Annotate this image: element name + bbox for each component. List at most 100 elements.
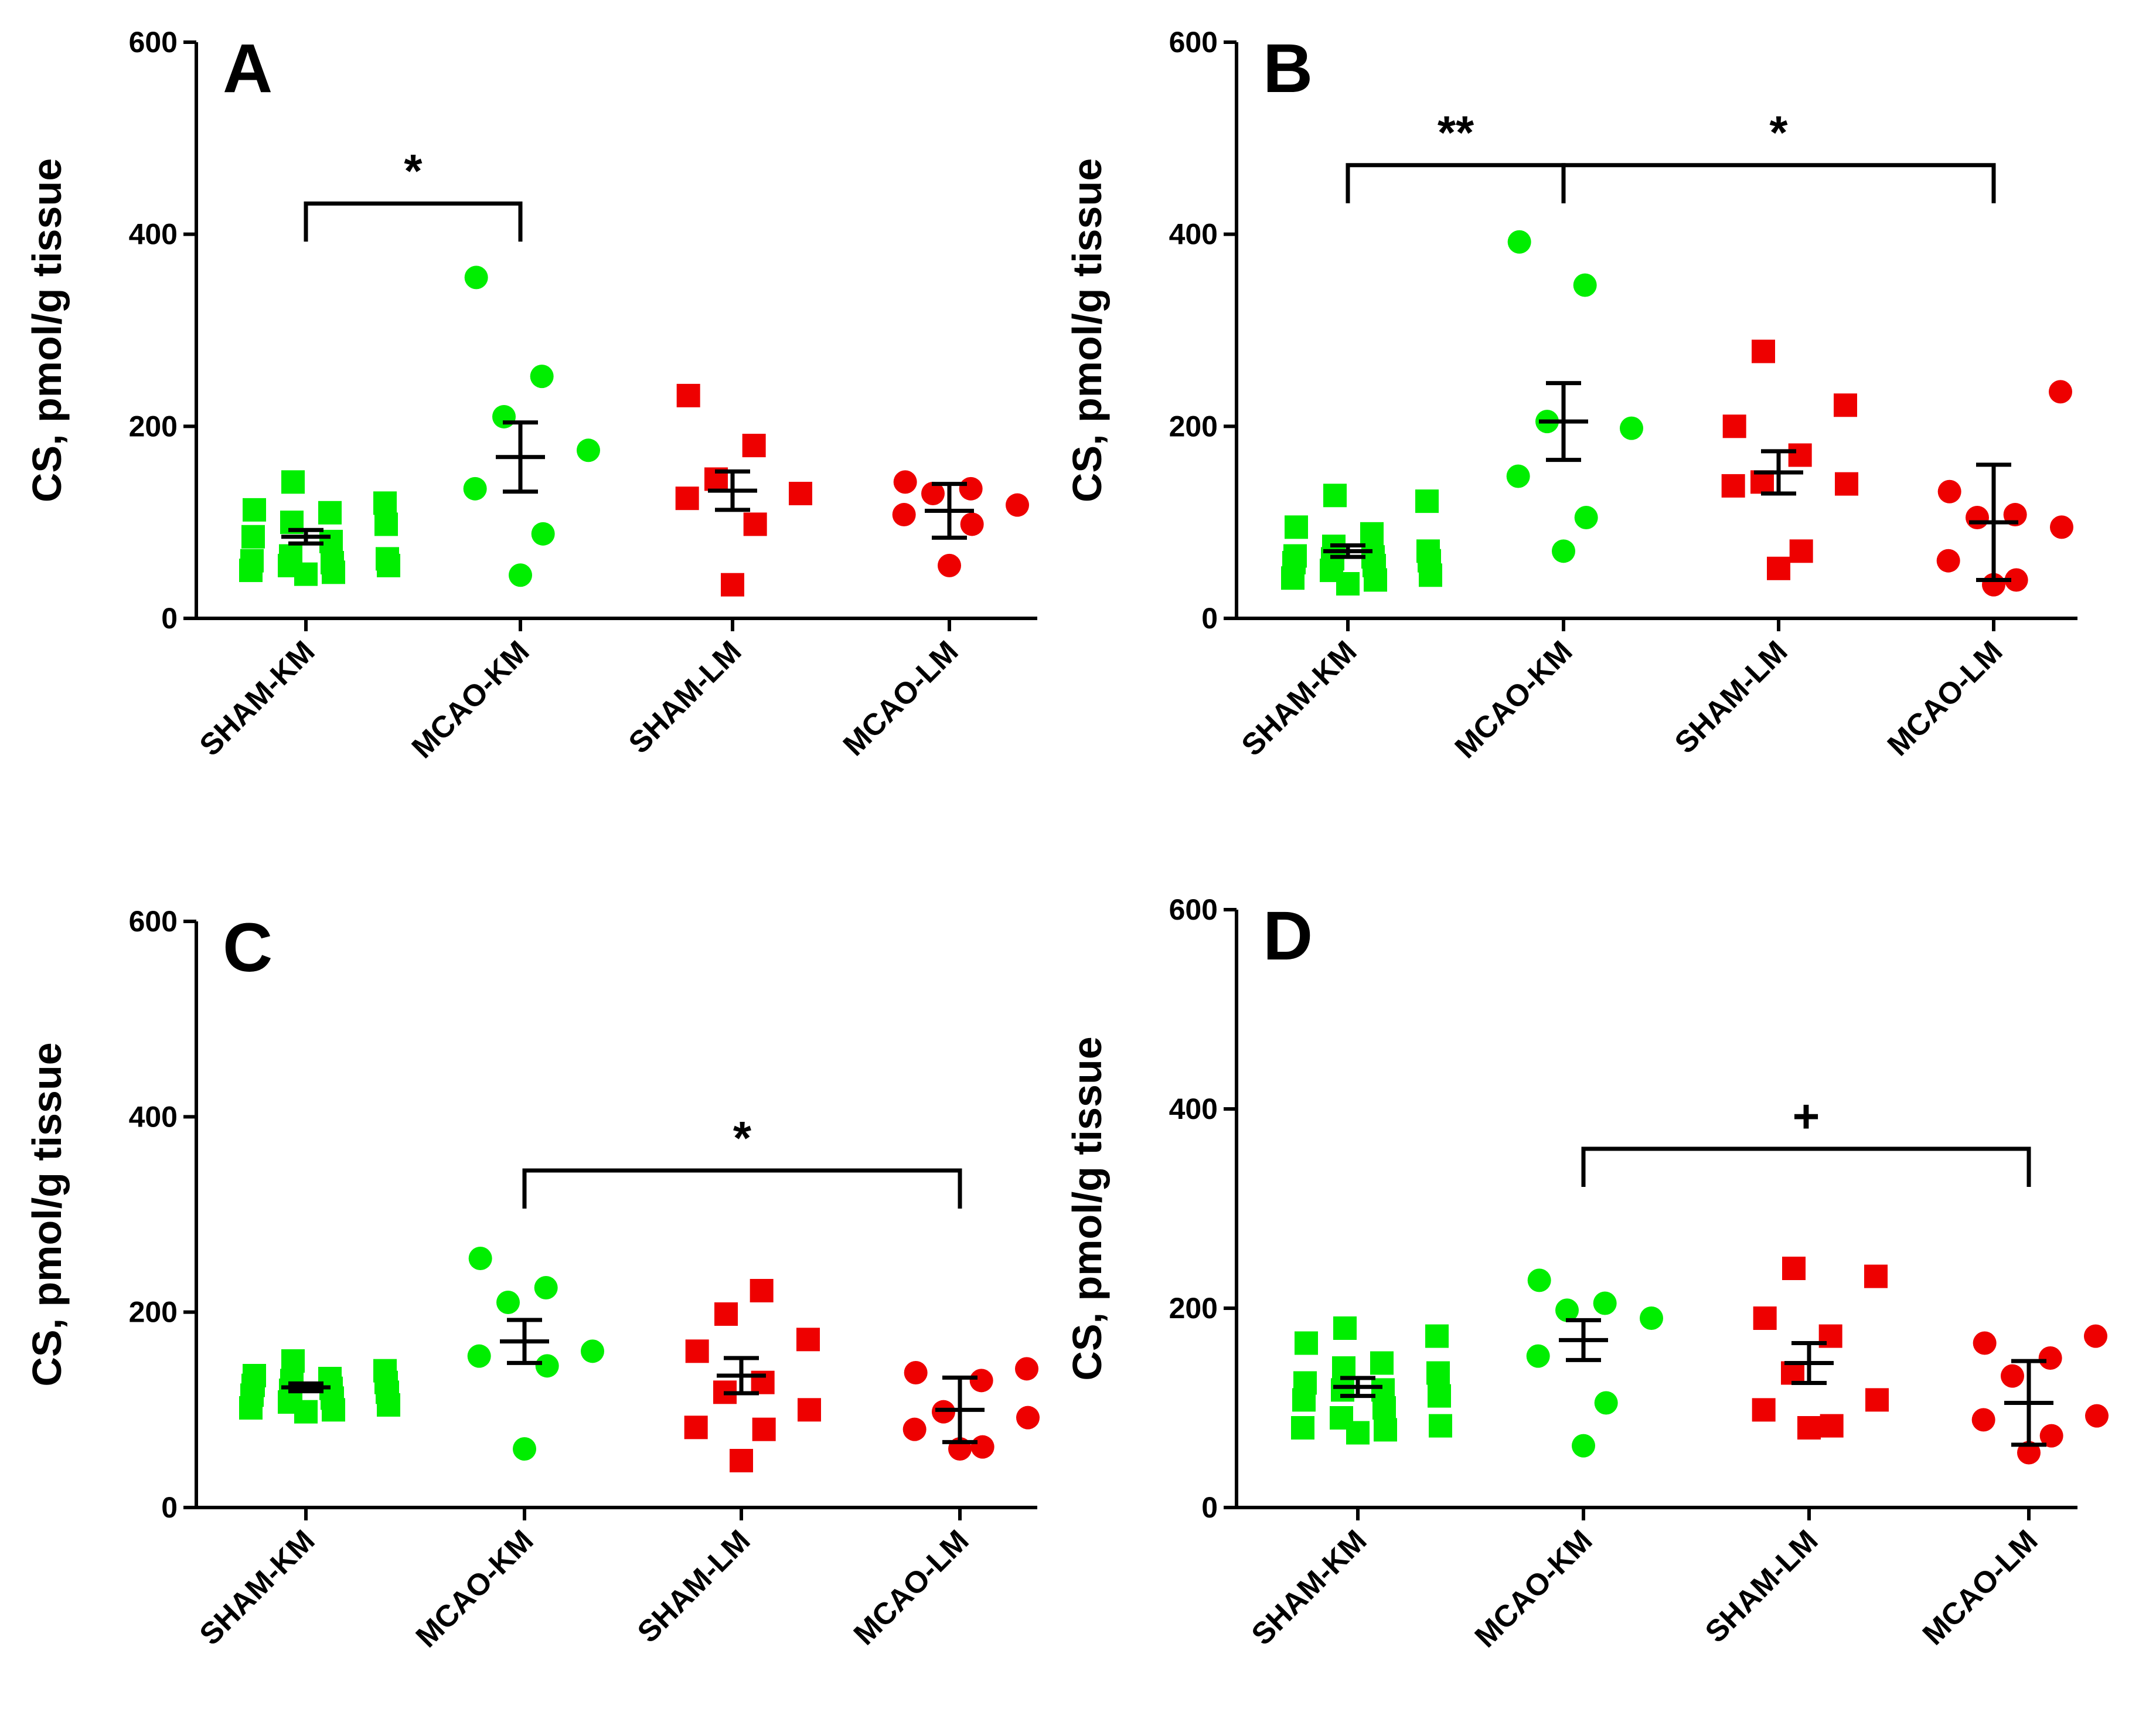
data-point bbox=[463, 477, 487, 501]
x-tick-label-sham-km: SHAM-KM bbox=[1245, 1523, 1374, 1652]
panel-a: 0 200 400 600 CS, pmol/g tissue A SHAM-KM MCAO-… bbox=[24, 26, 1037, 765]
x-tick-label-sham-lm: SHAM-LM bbox=[1668, 634, 1794, 760]
data-point bbox=[509, 563, 532, 587]
data-point bbox=[1360, 522, 1384, 546]
data-point bbox=[1428, 1384, 1451, 1408]
data-point bbox=[1552, 539, 1575, 563]
panel-label: C bbox=[223, 909, 273, 986]
y-tick-label: 200 bbox=[129, 410, 178, 443]
data-point bbox=[969, 1369, 993, 1393]
y-tick-label: 600 bbox=[1169, 26, 1218, 59]
data-point bbox=[1331, 1378, 1354, 1402]
panel-label: A bbox=[223, 30, 273, 107]
data-point bbox=[675, 486, 699, 511]
y-axis-title: CS, pmol/g tissue bbox=[1064, 158, 1110, 502]
data-point bbox=[1425, 1324, 1449, 1348]
data-point bbox=[318, 501, 342, 525]
y-tick-label: 0 bbox=[1201, 602, 1218, 635]
data-point bbox=[1574, 505, 1598, 529]
data-point bbox=[1295, 1331, 1318, 1355]
data-point bbox=[1281, 566, 1305, 590]
data-point bbox=[577, 438, 600, 462]
data-point bbox=[1865, 1388, 1889, 1412]
data-point bbox=[684, 1415, 708, 1440]
y-tick-label: 400 bbox=[1169, 1093, 1218, 1125]
data-point bbox=[492, 404, 516, 428]
data-point bbox=[1966, 505, 1989, 529]
data-point bbox=[1835, 472, 1858, 496]
panel-b: 0 200 400 600 CS, pmol/g tissue B SHAM-KM MCAO-… bbox=[1064, 26, 2077, 765]
data-point bbox=[1370, 1351, 1394, 1375]
data-point bbox=[281, 470, 305, 494]
data-point bbox=[1593, 1291, 1617, 1315]
y-tick-label: 0 bbox=[1201, 1491, 1218, 1524]
data-point bbox=[742, 434, 766, 458]
significance-bracket bbox=[304, 201, 523, 242]
data-point bbox=[960, 512, 984, 536]
data-point bbox=[1834, 393, 1857, 417]
x-tick-label-sham-lm: SHAM-LM bbox=[631, 1523, 757, 1649]
data-point bbox=[1374, 1418, 1397, 1442]
data-point bbox=[730, 1449, 753, 1472]
data-point bbox=[789, 482, 812, 506]
data-point bbox=[468, 1247, 492, 1270]
y-axis-title: CS, pmol/g tissue bbox=[1064, 1036, 1110, 1380]
data-point bbox=[1722, 414, 1746, 438]
data-point bbox=[921, 482, 945, 506]
data-point bbox=[1573, 273, 1597, 297]
y-tick-label: 0 bbox=[161, 1491, 178, 1524]
data-point bbox=[2004, 568, 2028, 592]
data-point bbox=[1333, 1316, 1357, 1340]
significance-label: * bbox=[1769, 107, 1788, 159]
y-tick-label: 600 bbox=[129, 905, 178, 938]
y-tick-label: 600 bbox=[129, 26, 178, 59]
data-point bbox=[721, 573, 744, 597]
y-axis-title: CS, pmol/g tissue bbox=[24, 1042, 70, 1386]
data-point bbox=[531, 522, 555, 546]
x-tick-label-mcao-lm: MCAO-LM bbox=[847, 1523, 976, 1652]
data-point bbox=[959, 477, 983, 501]
data-point bbox=[1721, 474, 1745, 498]
y-tick-label: 200 bbox=[1169, 1292, 1218, 1325]
data-point bbox=[752, 1417, 776, 1441]
data-point bbox=[743, 512, 767, 536]
x-tick-label-mcao-lm: MCAO-LM bbox=[837, 634, 965, 763]
data-point bbox=[1752, 339, 1775, 363]
data-point bbox=[1526, 1344, 1550, 1368]
data-point bbox=[796, 1328, 820, 1352]
data-point bbox=[2085, 1404, 2109, 1428]
data-point bbox=[294, 1400, 318, 1424]
data-point bbox=[1426, 1361, 1450, 1385]
data-point bbox=[1507, 230, 1531, 254]
significance-bracket bbox=[522, 1168, 962, 1209]
data-point bbox=[1555, 1298, 1579, 1322]
data-point bbox=[1291, 1416, 1314, 1440]
data-point bbox=[1285, 515, 1308, 539]
y-tick-label: 400 bbox=[129, 1100, 178, 1133]
data-point bbox=[243, 498, 266, 522]
data-point bbox=[2049, 380, 2072, 404]
data-point bbox=[904, 1361, 928, 1384]
x-tick-label-mcao-km: MCAO-KM bbox=[406, 634, 536, 765]
panel-label: B bbox=[1263, 30, 1313, 107]
data-point bbox=[535, 1354, 559, 1378]
data-point bbox=[467, 1344, 491, 1368]
data-point bbox=[1594, 1391, 1618, 1415]
data-point bbox=[1788, 443, 1812, 467]
data-point bbox=[1292, 1388, 1316, 1412]
data-point bbox=[714, 1302, 738, 1326]
data-point bbox=[240, 549, 264, 573]
data-point bbox=[374, 512, 398, 536]
data-point bbox=[1016, 1406, 1040, 1430]
panel-c: 0 200 400 600 CS, pmol/g tissue C SHAM-KM MCAO-… bbox=[24, 905, 1040, 1654]
data-point bbox=[2039, 1424, 2063, 1448]
data-point bbox=[2050, 515, 2073, 539]
data-point bbox=[581, 1339, 604, 1363]
data-point bbox=[1415, 489, 1439, 513]
significance-bracket bbox=[1561, 163, 1996, 203]
data-point bbox=[239, 1396, 263, 1420]
data-point bbox=[464, 266, 488, 290]
y-tick-label: 400 bbox=[129, 218, 178, 251]
data-point bbox=[1572, 1434, 1595, 1458]
